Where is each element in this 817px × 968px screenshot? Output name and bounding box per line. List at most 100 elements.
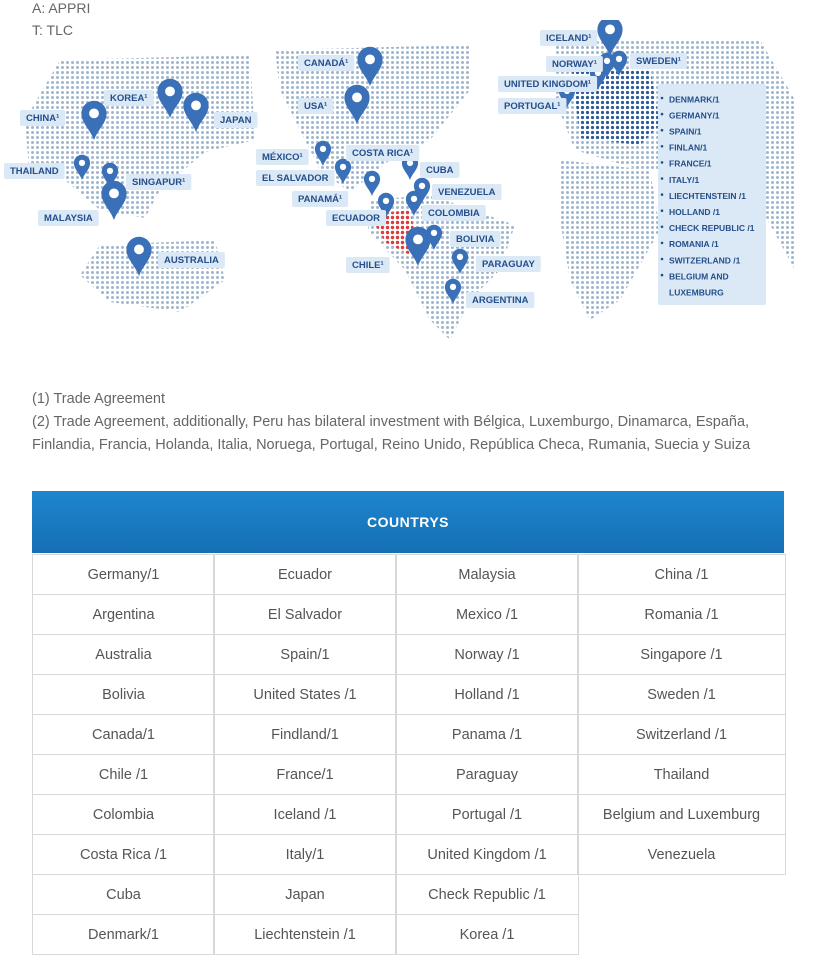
table-cell: Mexico /1 (395, 594, 579, 635)
europe-country: HOLLAND /1 (669, 207, 720, 217)
pin-dot (615, 55, 623, 63)
map-label: COSTA RICA¹ (352, 148, 413, 159)
label-box (158, 252, 225, 268)
pin-dot (109, 188, 119, 199)
pin-shape (101, 180, 127, 220)
europe-country: GERMANY/1 (669, 110, 720, 120)
table-cell: Malaysia (395, 554, 579, 595)
pin-shape (405, 190, 423, 216)
map-label: CUBA (426, 165, 454, 176)
europe-country: LUXEMBURG (669, 287, 724, 297)
pin (101, 162, 119, 188)
label-box (214, 112, 258, 128)
pin-shape (610, 50, 628, 76)
pin-dot (352, 92, 362, 103)
map-label: AUSTRALIA (164, 255, 219, 266)
table-cell: Thailand (577, 754, 786, 795)
map-label: VENEZUELA (438, 187, 496, 198)
pin-dot (78, 159, 86, 167)
pin-dot (368, 175, 376, 183)
map-label: THAILAND (10, 166, 59, 177)
map-label: UNITED KINGDOM¹ (504, 79, 591, 90)
pin-shape (405, 226, 431, 266)
map-label: ARGENTINA (472, 295, 529, 306)
pin (81, 100, 107, 140)
europe-country: DENMARK/1 (669, 94, 720, 104)
map-label: COLOMBIA (428, 208, 480, 219)
pin-shape (126, 236, 152, 276)
pin (157, 78, 183, 118)
pin (183, 92, 209, 132)
table-column: Germany/1 Argentina Australia Bolivia Canada… (32, 554, 215, 955)
table-cell: Portugal /1 (395, 794, 579, 835)
label-box (298, 98, 334, 114)
pin-shape (413, 177, 431, 203)
table-cell: Ecuador (213, 554, 397, 595)
pin (126, 236, 152, 276)
label-box (466, 292, 535, 308)
pin-dot (430, 229, 438, 237)
bullet (660, 193, 664, 196)
label-box (476, 256, 541, 272)
map-label: KOREA¹ (110, 93, 147, 104)
pin-dot (191, 100, 201, 111)
pin (405, 190, 423, 216)
label-box (4, 163, 65, 179)
pin-shape (73, 154, 91, 180)
table-cell: China /1 (577, 554, 786, 595)
pin-dot (134, 244, 144, 255)
legend-tlc: T: TLC (32, 22, 73, 38)
table-column: Ecuador El Salvador Spain/1 United States /… (213, 554, 397, 955)
table-cell: Romania /1 (577, 594, 786, 635)
table-cell: Switzerland /1 (577, 714, 786, 755)
table-cell: United States /1 (213, 674, 397, 715)
pin-dot (449, 283, 457, 291)
europe-country: ITALY/1 (669, 175, 700, 185)
bullet (660, 112, 664, 116)
label-box (292, 191, 349, 207)
table-cell: Singapore /1 (577, 634, 786, 675)
pin-shape (451, 248, 469, 274)
pin-shape (81, 100, 107, 140)
pin-dot (339, 163, 347, 171)
table-cell: Findland/1 (213, 714, 397, 755)
bullet (660, 241, 664, 245)
table-cell: Venezuela (577, 834, 786, 875)
pin (334, 158, 352, 184)
pin-dot (89, 108, 99, 119)
map-label: PARAGUAY (482, 259, 535, 270)
legend-appri: A: APPRI (32, 0, 91, 16)
pin (597, 20, 623, 56)
table-cell: Holland /1 (395, 674, 579, 715)
table-cell: France/1 (213, 754, 397, 795)
label-box (38, 210, 99, 226)
map-label: SWEDEN¹ (636, 56, 681, 67)
note: (1) Trade Agreement (32, 391, 165, 407)
table-cell: Norway /1 (395, 634, 579, 675)
pin-shape (597, 20, 623, 56)
table-column: China /1 Romania /1 Singapore /1 Sweden /1 S… (577, 554, 786, 875)
bullet (660, 96, 664, 100)
bullet (660, 273, 664, 277)
label-box (546, 56, 603, 72)
pin-dot (165, 86, 175, 97)
label-box (346, 145, 420, 161)
table-cell: United Kingdom /1 (395, 834, 579, 875)
map-label: USA¹ (304, 101, 327, 112)
pin (314, 140, 332, 166)
map-labels: KOREA¹ JAPAN CHINA¹ THAILAND SINGAPUR¹ MALAYS… (4, 20, 687, 308)
pin-dot (106, 167, 114, 175)
europe-country: CHECK REPUBLIC /1 (669, 223, 755, 233)
pin-shape (363, 170, 381, 196)
table-column: Malaysia Mexico /1 Norway /1 Holland /1 Pana… (395, 554, 579, 955)
bullet (660, 128, 664, 132)
label-box (20, 110, 66, 126)
table-cell: El Salvador (213, 594, 397, 635)
europe-country: FINLAN/1 (669, 143, 708, 153)
label-box (346, 257, 390, 273)
map-label: ICELAND¹ (546, 33, 591, 44)
bullet (660, 257, 664, 261)
table-cell: Colombia (32, 794, 215, 835)
pin-dot (410, 195, 418, 203)
